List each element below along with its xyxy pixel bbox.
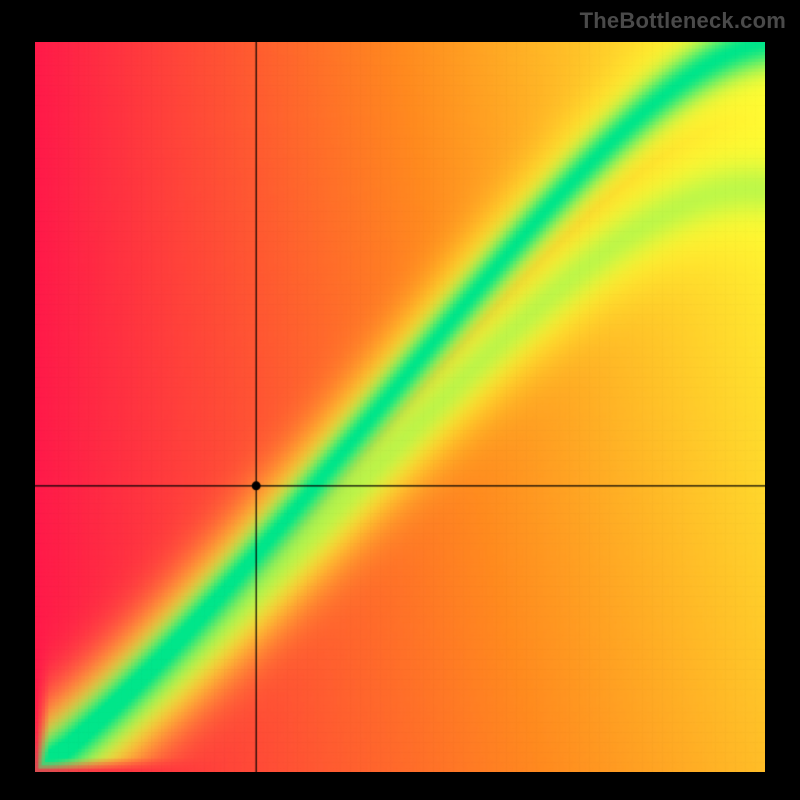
heatmap-plot xyxy=(35,42,765,772)
chart-container: { "attribution": { "text": "TheBottlenec… xyxy=(0,0,800,800)
heatmap-canvas xyxy=(35,42,765,772)
attribution-text: TheBottleneck.com xyxy=(580,8,786,34)
